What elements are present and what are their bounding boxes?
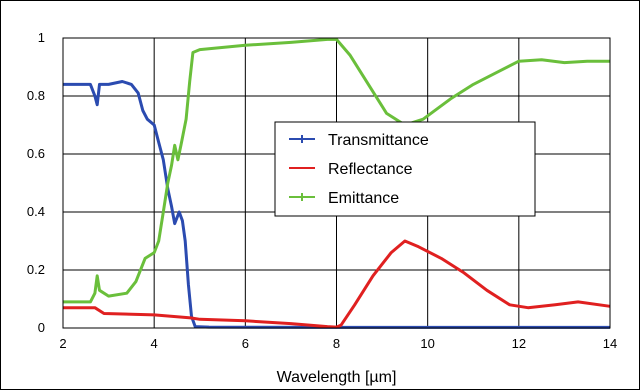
x-tick-label: 10 bbox=[420, 336, 434, 351]
y-tick-label: 1 bbox=[38, 30, 45, 45]
x-tick-label: 2 bbox=[59, 336, 66, 351]
x-axis-title: Wavelength [µm] bbox=[277, 369, 397, 386]
legend-box bbox=[274, 121, 536, 217]
y-tick-label: 0 bbox=[38, 320, 45, 335]
x-tick-label: 12 bbox=[512, 336, 526, 351]
plot-area-border bbox=[62, 37, 611, 329]
tick-labels: 2 4 6 8 10 12 14 0 0.2 0.4 0.6 0.8 1 bbox=[27, 30, 617, 351]
legend-item-emittance: Emittance bbox=[289, 190, 399, 207]
x-tick-label: 6 bbox=[242, 336, 249, 351]
emittance-line bbox=[63, 37, 610, 304]
legend-item-reflectance: Reflectance bbox=[289, 161, 413, 178]
x-tick-label: 14 bbox=[603, 336, 617, 351]
transmittance-line bbox=[63, 80, 610, 329]
legend: Transmittance Reflectance Emittance bbox=[274, 121, 536, 217]
y-tick-label: 0.8 bbox=[27, 88, 45, 103]
y-tick-label: 0.4 bbox=[27, 204, 45, 219]
y-tick-label: 0.6 bbox=[27, 146, 45, 161]
legend-label-reflectance: Reflectance bbox=[328, 161, 413, 178]
series-layer bbox=[63, 37, 611, 329]
reflectance-line bbox=[63, 239, 611, 329]
y-tick-label: 0.2 bbox=[27, 262, 45, 277]
x-tick-label: 8 bbox=[333, 336, 340, 351]
legend-label-emittance: Emittance bbox=[328, 190, 399, 207]
legend-item-transmittance: Transmittance bbox=[289, 132, 429, 149]
x-tick-label: 4 bbox=[151, 336, 158, 351]
legend-label-transmittance: Transmittance bbox=[328, 132, 429, 149]
legend-entries: Transmittance Reflectance Emittance bbox=[289, 132, 429, 207]
